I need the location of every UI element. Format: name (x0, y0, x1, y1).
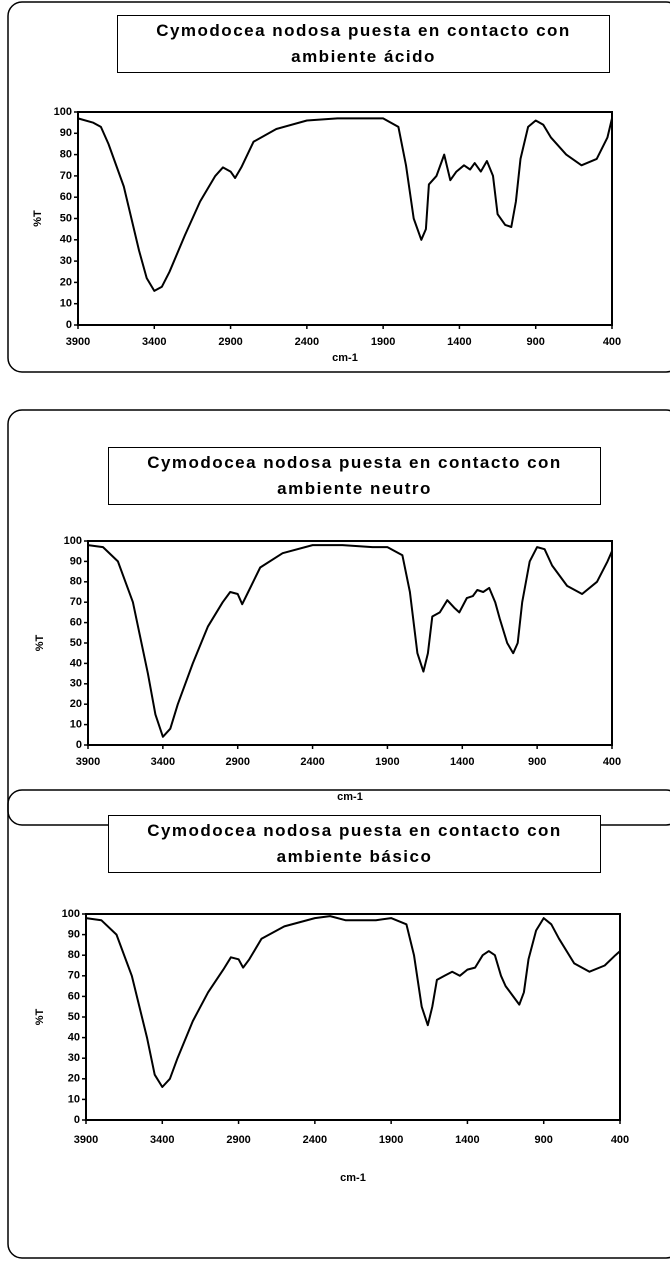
x-tick-label: 400 (603, 336, 621, 348)
x-tick-label: 1900 (379, 1134, 403, 1146)
y-tick-label: 60 (68, 990, 80, 1002)
y-tick-label: 60 (60, 191, 72, 203)
x-tick-label: 900 (528, 756, 546, 768)
y-tick-label: 100 (64, 535, 82, 547)
x-axis-label: cm-1 (332, 352, 358, 364)
x-tick-label: 1400 (450, 756, 474, 768)
y-tick-label: 40 (60, 234, 72, 246)
x-tick-label: 900 (535, 1134, 553, 1146)
plot-area (85, 913, 621, 1121)
plot-area (87, 540, 613, 746)
x-tick-label: 1900 (371, 336, 395, 348)
y-tick-label: 80 (68, 949, 80, 961)
x-tick-label: 2900 (225, 756, 249, 768)
x-tick-label: 3400 (151, 756, 175, 768)
x-tick-label: 3400 (142, 336, 166, 348)
y-tick-label: 60 (70, 617, 82, 629)
x-tick-label: 900 (527, 336, 545, 348)
chart-title: Cymodocea nodosa puesta en contacto con … (108, 815, 601, 873)
y-tick-label: 0 (76, 739, 82, 751)
y-tick-label: 0 (66, 319, 72, 331)
x-tick-label: 2400 (300, 756, 324, 768)
y-tick-label: 100 (54, 106, 72, 118)
x-tick-label: 2400 (303, 1134, 327, 1146)
y-tick-label: 80 (70, 576, 82, 588)
y-tick-label: 30 (70, 678, 82, 690)
y-tick-label: 90 (70, 555, 82, 567)
y-tick-label: 30 (60, 255, 72, 267)
x-tick-label: 1400 (455, 1134, 479, 1146)
y-tick-label: 50 (68, 1011, 80, 1023)
x-tick-label: 3400 (150, 1134, 174, 1146)
x-axis-label: cm-1 (340, 1172, 366, 1184)
y-tick-label: 20 (68, 1073, 80, 1085)
x-tick-label: 3900 (66, 336, 90, 348)
y-tick-label: 20 (70, 698, 82, 710)
y-tick-label: 80 (60, 149, 72, 161)
y-tick-label: 30 (68, 1052, 80, 1064)
chart-title: Cymodocea nodosa puesta en contacto con … (108, 447, 601, 505)
y-tick-label: 100 (62, 908, 80, 920)
spectrum-line (77, 117, 613, 292)
chart-title: Cymodocea nodosa puesta en contacto con … (117, 15, 610, 73)
y-axis-label: %T (34, 1008, 46, 1025)
y-tick-label: 70 (68, 970, 80, 982)
x-tick-label: 400 (603, 756, 621, 768)
y-tick-label: 10 (60, 298, 72, 310)
chart-frame (7, 1, 670, 373)
y-tick-label: 70 (60, 170, 72, 182)
y-tick-label: 20 (60, 276, 72, 288)
x-axis-label: cm-1 (337, 791, 363, 803)
y-tick-label: 50 (60, 212, 72, 224)
x-tick-label: 400 (611, 1134, 629, 1146)
plot-area (77, 111, 613, 326)
x-tick-label: 3900 (74, 1134, 98, 1146)
chart-frame (7, 789, 670, 1259)
y-axis-label: %T (34, 634, 46, 651)
y-tick-label: 10 (68, 1093, 80, 1105)
x-tick-label: 2900 (218, 336, 242, 348)
y-tick-label: 40 (70, 657, 82, 669)
spectrum-line (85, 915, 621, 1088)
y-tick-label: 90 (68, 929, 80, 941)
x-tick-label: 2900 (226, 1134, 250, 1146)
y-tick-label: 0 (74, 1114, 80, 1126)
x-tick-label: 3900 (76, 756, 100, 768)
x-tick-label: 2400 (295, 336, 319, 348)
y-tick-label: 10 (70, 719, 82, 731)
y-tick-label: 40 (68, 1032, 80, 1044)
y-tick-label: 90 (60, 127, 72, 139)
x-tick-label: 1900 (375, 756, 399, 768)
y-tick-label: 50 (70, 637, 82, 649)
spectrum-line (87, 544, 613, 738)
y-tick-label: 70 (70, 596, 82, 608)
y-axis-label: %T (32, 210, 44, 227)
x-tick-label: 1400 (447, 336, 471, 348)
